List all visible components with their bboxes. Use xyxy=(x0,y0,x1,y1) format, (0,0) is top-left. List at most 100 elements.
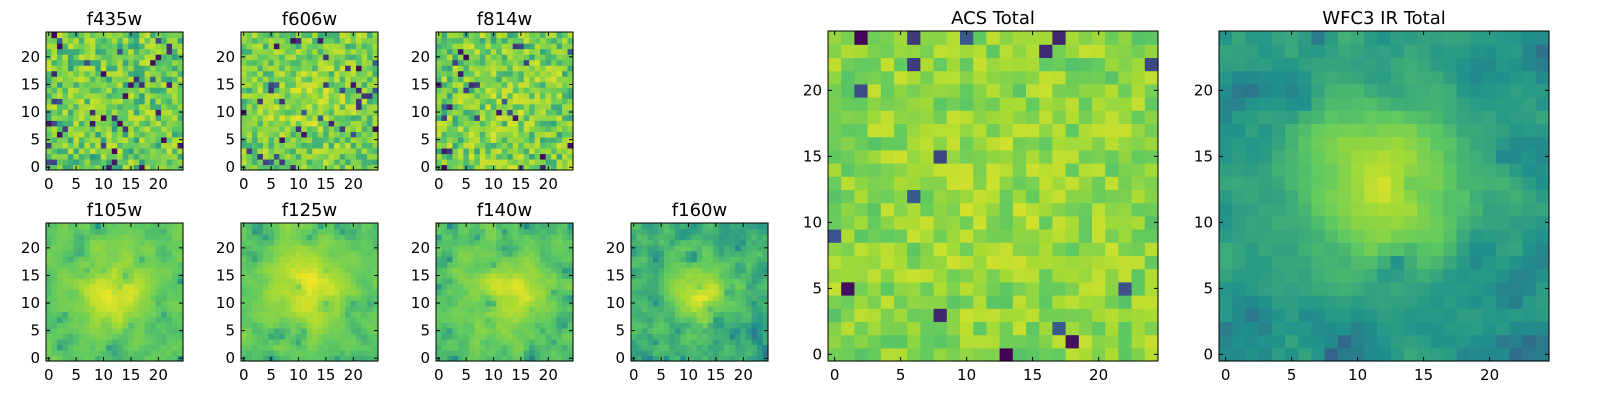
x-tick-label: 10 xyxy=(679,366,698,384)
heatmap-cell xyxy=(328,228,335,235)
heatmap-cell xyxy=(334,70,341,77)
heatmap-cell xyxy=(367,228,374,235)
heatmap-cell xyxy=(122,283,129,290)
heatmap-cell xyxy=(518,147,525,155)
heatmap-cell xyxy=(166,305,173,312)
heatmap-cell xyxy=(56,54,64,61)
heatmap-cell xyxy=(534,294,541,301)
heatmap-cell xyxy=(463,103,470,110)
heatmap-cell xyxy=(735,300,742,307)
heatmap-cell xyxy=(361,311,368,318)
heatmap-cell xyxy=(540,81,547,88)
heatmap-cell xyxy=(301,338,308,346)
heatmap-cell xyxy=(56,338,64,346)
heatmap-cell xyxy=(356,153,363,160)
heatmap-cell xyxy=(986,321,1001,336)
heatmap-cell xyxy=(367,136,374,143)
heatmap-cell xyxy=(920,202,935,217)
y-tick-label: 10 xyxy=(411,294,430,312)
heatmap-cell xyxy=(166,311,173,318)
heatmap-cell xyxy=(139,234,146,241)
heatmap-cell xyxy=(111,294,118,301)
heatmap-cell xyxy=(166,223,173,230)
heatmap-cell xyxy=(1052,215,1067,230)
heatmap-cell xyxy=(356,92,363,99)
heatmap-cell xyxy=(161,283,168,290)
heatmap-cell xyxy=(89,272,96,279)
heatmap-cell xyxy=(490,250,497,257)
heatmap-cell xyxy=(507,153,514,160)
heatmap-cell xyxy=(474,355,481,362)
heatmap-cell xyxy=(367,311,374,318)
heatmap-cell xyxy=(301,37,308,44)
heatmap-cell xyxy=(100,98,107,105)
heatmap-cell xyxy=(534,344,541,351)
heatmap-cell xyxy=(62,158,69,166)
heatmap-cell xyxy=(78,305,85,312)
heatmap-cell xyxy=(973,176,987,190)
heatmap-cell xyxy=(111,349,118,357)
heatmap-cell xyxy=(122,54,129,61)
heatmap-cell xyxy=(290,114,297,121)
heatmap-cell xyxy=(452,289,459,296)
heatmap-cell xyxy=(512,54,519,61)
heatmap-cell xyxy=(529,294,536,301)
heatmap-cell xyxy=(133,322,140,329)
heatmap-cell xyxy=(246,228,253,235)
heatmap-cell xyxy=(139,103,146,110)
heatmap-cell xyxy=(323,327,330,334)
heatmap-cell xyxy=(463,267,470,274)
heatmap-cell xyxy=(56,234,64,241)
heatmap-cell xyxy=(100,250,107,257)
heatmap-cell xyxy=(78,92,85,99)
heatmap-cell xyxy=(973,215,987,230)
heatmap-cell xyxy=(78,164,85,171)
heatmap-cell xyxy=(669,294,676,301)
heatmap-cell xyxy=(155,261,162,268)
heatmap-cell xyxy=(328,164,335,171)
heatmap-cell xyxy=(529,32,536,39)
heatmap-cell xyxy=(172,223,179,230)
heatmap-cell xyxy=(172,294,179,301)
heatmap-cell xyxy=(56,245,64,252)
heatmap-cell xyxy=(312,234,319,241)
heatmap-cell xyxy=(479,234,486,241)
heatmap-cell xyxy=(1118,268,1133,283)
heatmap-cell xyxy=(372,142,379,149)
heatmap-cell xyxy=(122,311,129,318)
heatmap-cell xyxy=(452,333,459,340)
heatmap-cell xyxy=(62,228,69,235)
heatmap-cell xyxy=(496,294,503,301)
x-tick-label: 20 xyxy=(539,175,558,193)
heatmap-cell xyxy=(523,43,530,50)
heatmap-cell xyxy=(652,239,659,246)
heatmap-cell xyxy=(155,142,162,149)
heatmap-cell xyxy=(652,256,659,263)
heatmap-cell xyxy=(251,37,259,44)
heatmap-cell xyxy=(496,223,503,230)
heatmap-cell xyxy=(177,311,184,318)
heatmap-cell xyxy=(262,283,269,290)
heatmap-cell xyxy=(545,54,552,61)
heatmap-cell xyxy=(257,65,264,72)
heatmap-cell xyxy=(518,114,525,121)
heatmap-cell xyxy=(452,267,459,274)
heatmap-cell xyxy=(62,239,69,246)
heatmap-cell xyxy=(89,344,96,351)
heatmap-cell xyxy=(73,267,80,274)
heatmap-cell xyxy=(273,142,280,149)
heatmap-cell xyxy=(95,32,102,39)
heatmap-cell xyxy=(446,228,454,235)
heatmap-cell xyxy=(95,250,102,257)
heatmap-cell xyxy=(474,59,481,66)
heatmap-cell xyxy=(122,131,129,138)
heatmap-cell xyxy=(713,245,720,252)
heatmap-cell xyxy=(746,239,753,246)
heatmap-cell xyxy=(496,153,503,160)
heatmap-cell xyxy=(920,229,935,243)
heatmap-cell xyxy=(111,289,118,296)
heatmap-cell xyxy=(350,98,357,105)
heatmap-cell xyxy=(540,228,547,235)
heatmap-cell xyxy=(718,239,725,246)
heatmap-cell xyxy=(122,289,129,296)
